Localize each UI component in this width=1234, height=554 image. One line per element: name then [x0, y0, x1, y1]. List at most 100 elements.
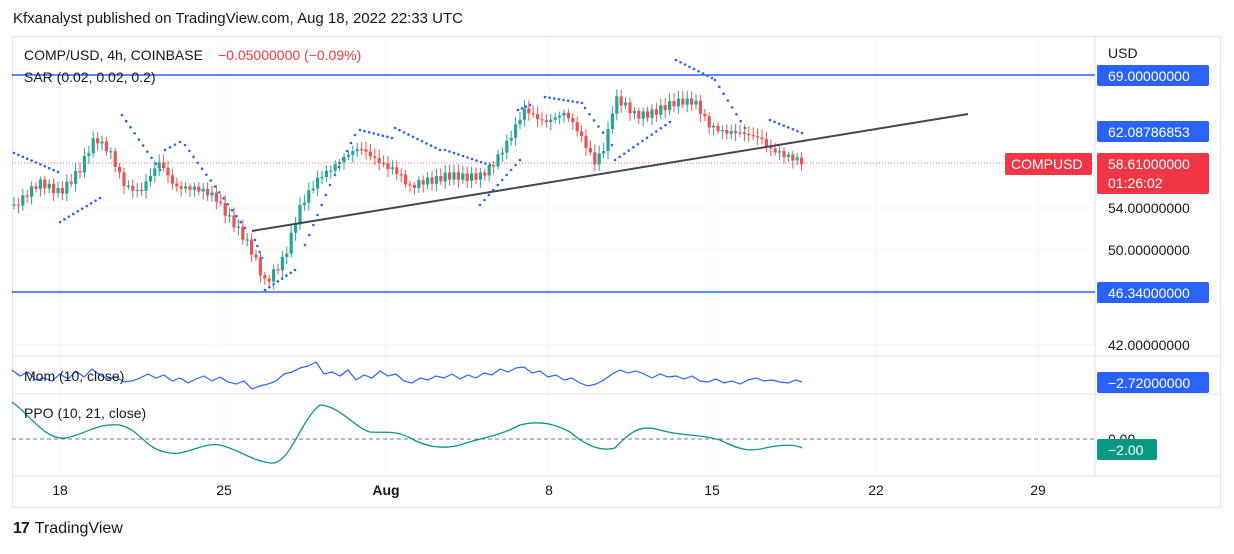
- sar-dot: [320, 203, 323, 207]
- sar-dot: [650, 133, 653, 136]
- candle-body: [478, 172, 482, 180]
- sar-dot: [782, 124, 786, 127]
- sar-dot: [706, 74, 709, 78]
- sar-dot: [773, 120, 776, 124]
- sar-dot: [622, 152, 626, 155]
- candle-body: [681, 98, 685, 105]
- candle-body: [166, 168, 170, 176]
- candle-body: [698, 100, 702, 114]
- sar-dot: [654, 130, 658, 133]
- candle-body: [170, 175, 174, 184]
- sar-dot: [345, 149, 349, 153]
- candle-body: [192, 186, 196, 190]
- sar-dot: [285, 274, 288, 278]
- brand-label: TradingView: [34, 520, 123, 537]
- candle-body: [126, 185, 130, 187]
- candle-body: [60, 187, 64, 194]
- candle-body: [505, 140, 509, 153]
- candle-body: [654, 109, 658, 115]
- candle-body: [474, 173, 478, 180]
- candle-body: [434, 176, 438, 184]
- candle-body: [751, 135, 755, 137]
- candle-body: [584, 135, 588, 148]
- sar-dot: [641, 139, 644, 143]
- candle-body: [566, 112, 570, 118]
- sar-dot: [235, 214, 238, 218]
- sar-dot: [632, 146, 635, 149]
- sar-dot: [520, 107, 524, 110]
- sar-dot: [618, 155, 621, 159]
- mom-value-bg: [1097, 372, 1209, 393]
- sar-dot: [645, 136, 649, 140]
- sar-dot: [98, 196, 102, 200]
- candle-body: [377, 157, 381, 164]
- candle-body: [236, 226, 240, 228]
- candle-body: [78, 171, 82, 173]
- sar-dot: [52, 168, 55, 172]
- sar-dot: [124, 119, 128, 123]
- candle-body: [448, 172, 452, 180]
- candle-body: [360, 149, 364, 151]
- sar-dot: [434, 146, 437, 150]
- sar-dot: [76, 210, 80, 213]
- candle-body: [544, 120, 548, 123]
- sar-dot: [692, 67, 696, 71]
- sar-dot: [597, 125, 600, 128]
- sar-dot: [173, 143, 177, 146]
- candle-body: [800, 157, 804, 165]
- sar-dot: [209, 179, 213, 182]
- candle-body: [610, 113, 614, 129]
- candle-body: [421, 180, 425, 185]
- sar-dot: [205, 173, 208, 176]
- sar-dot: [307, 233, 311, 237]
- last-price-bg: [1097, 153, 1209, 194]
- candle-body: [43, 179, 47, 189]
- sar-dot: [571, 100, 575, 103]
- sar-dot: [592, 119, 596, 122]
- candle-body: [34, 186, 38, 189]
- sar-dot: [390, 136, 394, 140]
- candle-body: [492, 165, 496, 167]
- candle-body: [580, 131, 584, 136]
- candle-body: [760, 137, 764, 139]
- candle-body: [773, 148, 777, 153]
- candle-body: [144, 181, 148, 191]
- sar-dot: [726, 99, 730, 102]
- candle-body: [245, 239, 249, 241]
- candle-body: [232, 215, 236, 228]
- tradingview-logo[interactable]: 17 TradingView: [13, 520, 123, 538]
- candle-body: [408, 184, 412, 186]
- candle-body: [443, 172, 447, 182]
- mom-value-label: −2.72000000: [1108, 375, 1190, 391]
- sar-dot: [196, 161, 200, 165]
- sar-dot: [222, 197, 225, 200]
- sar-legend: SAR (0.02, 0.02, 0.2): [24, 69, 156, 85]
- sar-dot: [425, 142, 428, 145]
- sar-dot: [438, 148, 442, 152]
- time-tick: 18: [52, 482, 68, 498]
- price-axis: USD 54.00000000 50.00000000 42.00000000 …: [1005, 45, 1209, 460]
- sar-dot: [289, 271, 293, 275]
- candle-body: [250, 239, 254, 255]
- candle-body: [241, 226, 245, 240]
- sar-dot: [263, 288, 267, 292]
- sar-dot: [213, 185, 217, 188]
- candle-body: [606, 128, 610, 152]
- sar-dot: [58, 220, 62, 224]
- chart-frame[interactable]: [12, 36, 1221, 508]
- candle-body: [162, 162, 166, 169]
- sar-dot: [768, 118, 772, 122]
- candle-body: [729, 131, 733, 134]
- sar-dot: [674, 58, 678, 62]
- sar-dot: [500, 178, 504, 182]
- candle-body: [452, 172, 456, 180]
- candle-body: [412, 184, 416, 188]
- tradingview-logo-icon: 17: [13, 520, 30, 537]
- sar-dot: [479, 160, 483, 164]
- currency-label: USD: [1108, 45, 1138, 61]
- sar-dot: [484, 162, 487, 165]
- sar-dot: [701, 72, 705, 75]
- candle-body: [540, 119, 544, 121]
- sar-dot: [483, 198, 486, 202]
